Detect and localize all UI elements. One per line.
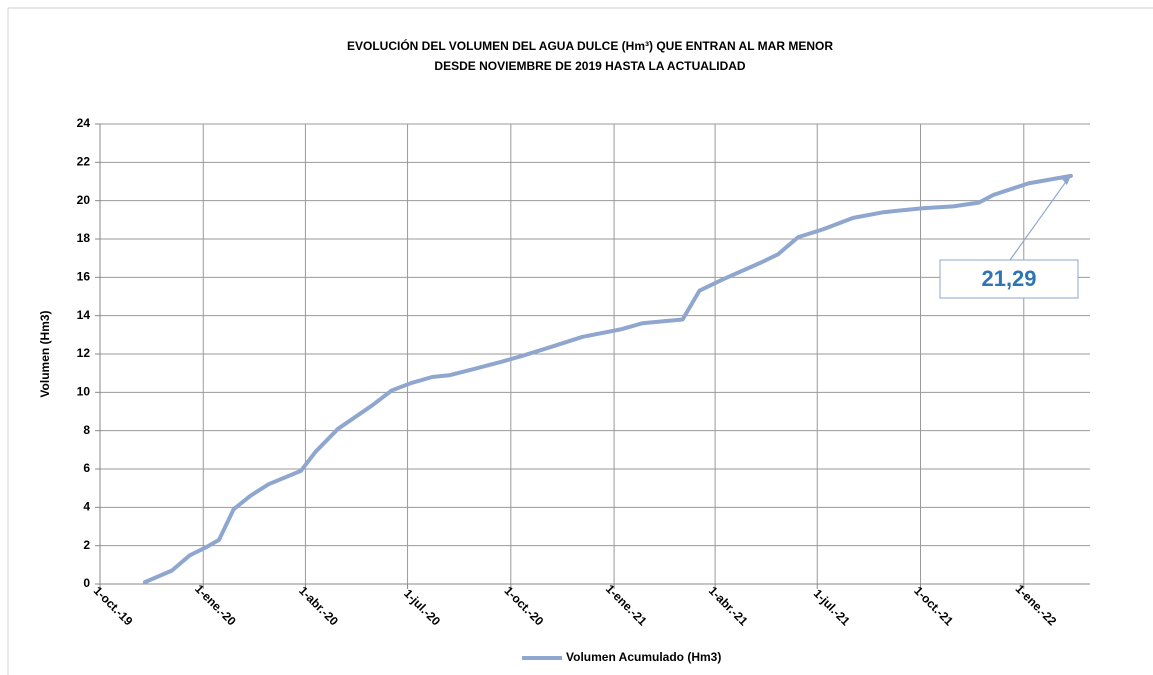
y-tick-label: 12 — [77, 346, 91, 360]
y-axis-label: Volumen (Hm3) — [38, 310, 52, 397]
annotation-arrow — [1009, 178, 1069, 261]
y-tick-label: 24 — [77, 116, 91, 130]
chart-subtitle: DESDE NOVIEMBRE DE 2019 HASTA LA ACTUALI… — [434, 59, 745, 73]
annotation-box — [939, 259, 1079, 299]
y-tick-label: 14 — [77, 308, 91, 322]
chart-title: EVOLUCIÓN DEL VOLUMEN DEL AGUA DULCE (Hm… — [347, 38, 833, 53]
x-tick-label: 1-oct.-19 — [91, 584, 136, 629]
x-tick-label: 1-ene.-21 — [603, 582, 650, 629]
y-tick-label: 0 — [83, 576, 90, 590]
y-tick-label: 16 — [77, 270, 91, 284]
annotation-label: 21,29 — [981, 266, 1036, 291]
x-tick-label: 1-ene.-20 — [192, 582, 239, 629]
x-tick-label: 1-oct.-21 — [911, 584, 956, 629]
y-tick-label: 22 — [77, 155, 91, 169]
x-tick-label: 1-jul.-20 — [401, 586, 443, 628]
x-tick-label: 1-ene.-22 — [1013, 582, 1060, 629]
data-line — [142, 173, 1073, 585]
y-tick-label: 4 — [83, 500, 90, 514]
annotation-arrowhead — [1061, 175, 1071, 185]
x-tick-label: 1-abr.-21 — [706, 584, 751, 629]
y-tick-label: 18 — [77, 231, 91, 245]
y-tick-label: 10 — [77, 385, 91, 399]
y-tick-label: 8 — [83, 423, 90, 437]
x-tick-label: 1-abr.-20 — [296, 584, 341, 629]
x-tick-label: 1-oct.-20 — [502, 584, 547, 629]
y-tick-label: 2 — [83, 538, 90, 552]
legend-label: Volumen Acumulado (Hm3) — [566, 650, 721, 664]
y-tick-label: 20 — [77, 193, 91, 207]
y-tick-label: 6 — [83, 461, 90, 475]
x-tick-label: 1-jul.-21 — [811, 586, 853, 628]
